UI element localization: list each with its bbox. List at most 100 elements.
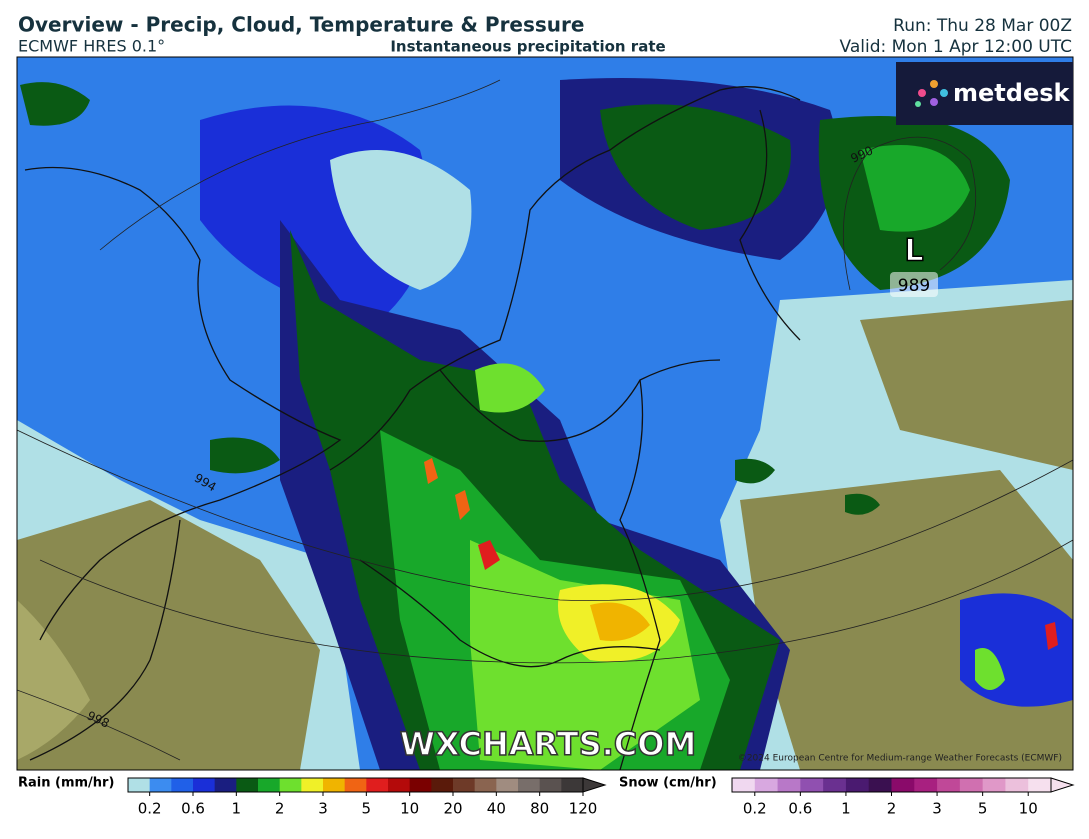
colorbar-segment xyxy=(301,778,324,792)
colorbar-segment xyxy=(823,778,847,792)
copyright: ©2024 European Centre for Medium-range W… xyxy=(738,754,1062,764)
colorbar-segment xyxy=(258,778,281,792)
isobar xyxy=(842,136,977,291)
colorbar-segment xyxy=(868,778,892,792)
colorbar-tick-label: 0.2 xyxy=(743,800,767,818)
colorbar-tick-label: 2 xyxy=(275,800,285,818)
colorbar-segment xyxy=(474,778,497,792)
low-pressure: 989 xyxy=(898,276,930,296)
logo-text: metdesk xyxy=(953,79,1071,107)
colorbar-segment xyxy=(279,778,302,792)
colorbar-tick-label: 5 xyxy=(978,800,988,818)
colorbar-segment xyxy=(344,778,367,792)
colorbar-segment xyxy=(959,778,984,792)
run-label: Run: Thu 28 Mar 00Z xyxy=(893,16,1072,36)
colorbar-arrow xyxy=(1050,777,1075,793)
precip-area xyxy=(590,602,650,641)
watermark: WXCHARTS.COM xyxy=(400,725,697,763)
colorbar-tick-label: 3 xyxy=(932,800,942,818)
precip-area xyxy=(210,437,280,474)
low-pressure-box xyxy=(890,272,938,297)
colorbar-tick-label: 40 xyxy=(487,800,506,818)
colorbar-segment xyxy=(754,778,779,792)
colorbar-segment xyxy=(366,778,389,792)
isobar xyxy=(17,689,181,761)
model-label: ECMWF HRES 0.1° xyxy=(18,37,165,56)
colorbar-segment xyxy=(518,778,541,792)
precip-area xyxy=(975,648,1005,690)
precip-area xyxy=(860,145,970,232)
field-label: Instantaneous precipitation rate xyxy=(390,38,665,56)
coastline xyxy=(739,109,801,341)
colorbar-arrow xyxy=(582,777,607,793)
precip-area xyxy=(17,600,90,760)
precip-area xyxy=(478,540,500,570)
colorbar-segment xyxy=(149,778,172,792)
low-symbol: L xyxy=(904,234,923,269)
colorbar-segment xyxy=(496,778,519,792)
isobar xyxy=(99,79,501,251)
precip-area xyxy=(600,104,791,230)
precip-area xyxy=(845,493,880,515)
colorbar-segment xyxy=(171,778,194,792)
colorbar-tick-label: 3 xyxy=(318,800,328,818)
coastline xyxy=(359,559,661,668)
colorbar-tick-label: 20 xyxy=(443,800,462,818)
colorbar-segment xyxy=(128,778,151,792)
colorbar-segment xyxy=(388,778,411,792)
precip-area xyxy=(475,363,545,413)
colorbar-segment xyxy=(1005,778,1029,792)
valid-label: Valid: Mon 1 Apr 12:00 UTC xyxy=(840,37,1072,57)
precip-area xyxy=(1045,622,1058,650)
coastline xyxy=(24,166,342,641)
colorbar-tick-label: 1 xyxy=(232,800,242,818)
colorbar-tick-label: 0.6 xyxy=(788,800,812,818)
coastline xyxy=(439,359,721,442)
colorbar-segment xyxy=(800,778,824,792)
colorbar-segment xyxy=(236,778,259,792)
precip-area xyxy=(424,458,438,484)
colorbar-tick-label: 0.6 xyxy=(181,800,205,818)
colorbar-tick-label: 0.2 xyxy=(138,800,162,818)
colorbar-frame xyxy=(127,777,584,793)
colorbar-tick-label: 80 xyxy=(530,800,549,818)
colorbar-tick-label: 1 xyxy=(841,800,851,818)
coastline xyxy=(29,519,181,761)
colorbar-segment xyxy=(845,778,870,792)
colorbar-segment xyxy=(323,778,346,792)
colorbar-segment xyxy=(914,778,938,792)
colorbar-segment xyxy=(431,778,454,792)
precip-area xyxy=(735,458,775,484)
colorbar-segment xyxy=(1028,778,1052,792)
rain-legend-label: Rain (mm/hr) xyxy=(18,776,114,791)
colorbar-segment xyxy=(214,778,237,792)
colorbar-segment xyxy=(193,778,216,792)
colorbar-segment xyxy=(453,778,476,792)
colorbar-segment xyxy=(982,778,1006,792)
colorbar-segment xyxy=(539,778,562,792)
colorbar-tick-label: 2 xyxy=(887,800,897,818)
map-frame xyxy=(16,56,1074,771)
snow-legend-label: Snow (cm/hr) xyxy=(619,776,717,791)
colorbar-tick-label: 5 xyxy=(362,800,372,818)
precip-area xyxy=(455,490,470,520)
colorbar-tick-label: 10 xyxy=(1019,800,1038,818)
coastline xyxy=(619,379,661,770)
colorbar-tick-label: 120 xyxy=(569,800,598,818)
precip-area xyxy=(330,150,472,290)
precip-area xyxy=(860,300,1073,470)
colorbar-segment xyxy=(891,778,915,792)
logo-mark xyxy=(915,80,948,107)
precip-area xyxy=(20,82,90,126)
colorbar-segment xyxy=(409,778,432,792)
isobar xyxy=(17,429,1073,601)
colorbar-segment xyxy=(732,778,756,792)
colorbar-segment xyxy=(777,778,801,792)
coastline xyxy=(329,86,801,471)
colorbar-segment xyxy=(561,778,584,792)
colorbar-tick-label: 10 xyxy=(400,800,419,818)
chart-title: Overview - Precip, Cloud, Temperature & … xyxy=(18,13,584,37)
colorbar-segment xyxy=(937,778,961,792)
